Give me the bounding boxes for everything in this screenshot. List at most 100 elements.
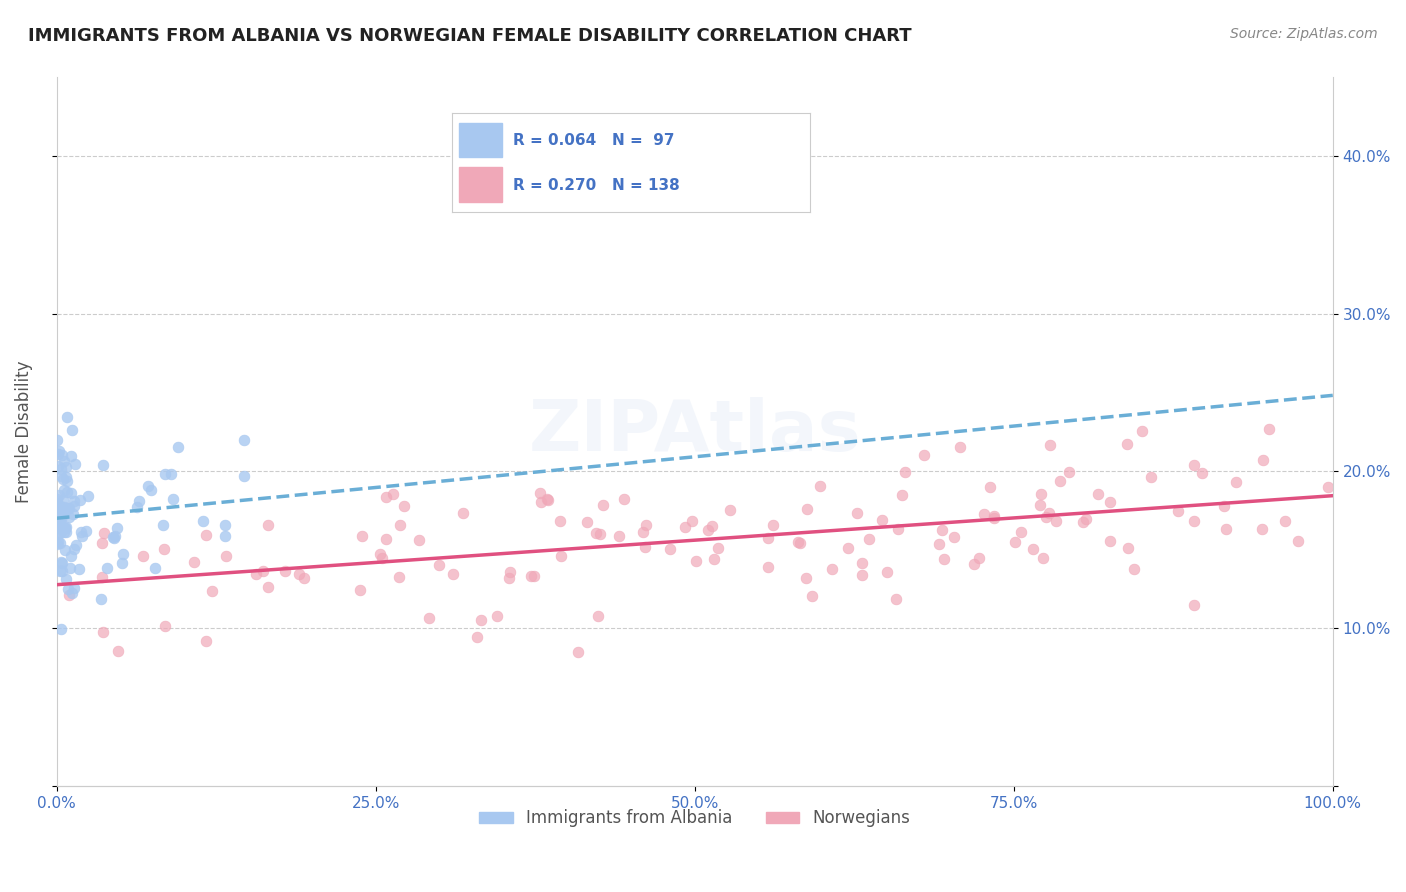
Norwegians [756,559,779,574]
Immigrants from Albania [49,512,72,526]
Norwegians [183,555,205,569]
Norwegians [697,523,720,537]
Norwegians [707,541,730,556]
Norwegians [1191,467,1213,481]
Immigrants from Albania [77,489,100,503]
Norwegians [1251,453,1274,467]
Immigrants from Albania [53,483,76,497]
Norwegians [801,589,824,603]
Norwegians [451,506,474,520]
Immigrants from Albania [52,503,75,517]
Norwegians [194,633,217,648]
Norwegians [1225,475,1247,489]
Immigrants from Albania [232,469,254,483]
Norwegians [550,549,572,563]
Norwegians [1087,487,1109,501]
Immigrants from Albania [46,511,69,525]
Norwegians [1032,551,1054,566]
Norwegians [536,491,558,506]
Immigrants from Albania [51,449,73,463]
Immigrants from Albania [46,498,69,512]
Immigrants from Albania [75,524,97,538]
Norwegians [418,611,440,625]
Immigrants from Albania [53,500,76,515]
Norwegians [388,570,411,584]
Norwegians [470,613,492,627]
Norwegians [93,624,115,639]
Immigrants from Albania [53,525,76,540]
Immigrants from Albania [58,582,80,597]
Immigrants from Albania [53,521,76,535]
Immigrants from Albania [55,520,77,534]
Norwegians [292,571,315,585]
Norwegians [589,527,612,541]
Immigrants from Albania [48,517,70,532]
Norwegians [1039,437,1062,451]
Immigrants from Albania [45,433,67,447]
Immigrants from Albania [53,543,76,558]
Norwegians [613,492,636,507]
Norwegians [350,529,373,543]
Norwegians [107,644,129,658]
Norwegians [973,507,995,521]
Immigrants from Albania [104,529,127,543]
Norwegians [465,630,488,644]
Norwegians [427,558,450,573]
Norwegians [634,540,657,554]
Norwegians [485,608,508,623]
Norwegians [1059,465,1081,479]
Immigrants from Albania [45,537,67,551]
Immigrants from Albania [67,562,90,576]
Norwegians [1029,487,1052,501]
Immigrants from Albania [55,459,77,474]
Norwegians [245,567,267,582]
Immigrants from Albania [53,521,76,535]
Immigrants from Albania [49,499,72,513]
Norwegians [983,508,1005,523]
Immigrants from Albania [55,524,77,539]
Immigrants from Albania [63,457,86,471]
Immigrants from Albania [48,488,70,502]
Norwegians [257,580,280,594]
Norwegians [821,562,844,576]
Immigrants from Albania [49,512,72,526]
Norwegians [1035,510,1057,524]
Immigrants from Albania [96,561,118,575]
Immigrants from Albania [63,582,86,596]
Immigrants from Albania [46,534,69,549]
Norwegians [887,522,910,536]
Immigrants from Albania [59,549,82,563]
Norwegians [685,554,707,568]
Norwegians [530,495,553,509]
Immigrants from Albania [214,529,236,543]
Norwegians [91,570,114,584]
Immigrants from Albania [191,514,214,528]
Norwegians [983,511,1005,525]
Norwegians [537,492,560,507]
Norwegians [408,533,430,547]
Norwegians [609,529,631,543]
Norwegians [870,512,893,526]
Immigrants from Albania [55,470,77,484]
Immigrants from Albania [214,517,236,532]
Immigrants from Albania [51,556,73,570]
Norwegians [153,541,176,556]
Immigrants from Albania [46,525,69,540]
Immigrants from Albania [48,525,70,540]
Legend: Immigrants from Albania, Norwegians: Immigrants from Albania, Norwegians [472,803,917,834]
Norwegians [520,569,543,583]
Norwegians [845,506,868,520]
Immigrants from Albania [101,531,124,545]
Norwegians [631,524,654,539]
Immigrants from Albania [49,622,72,636]
Immigrants from Albania [52,472,75,486]
Norwegians [1167,504,1189,518]
Norwegians [153,619,176,633]
Immigrants from Albania [59,486,82,500]
Norwegians [529,485,551,500]
Norwegians [891,488,914,502]
Norwegians [200,584,222,599]
Norwegians [851,568,873,582]
Norwegians [949,440,972,454]
Immigrants from Albania [111,547,134,561]
